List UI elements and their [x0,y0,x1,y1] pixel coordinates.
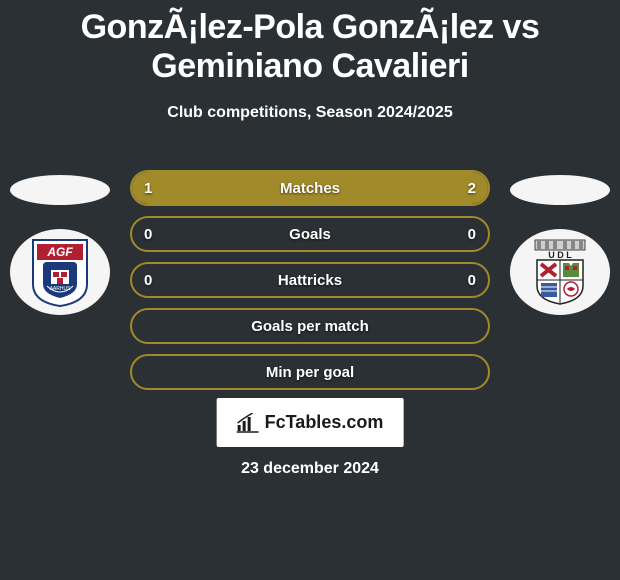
stat-row: 0 0 Hattricks [130,262,490,298]
stat-value-right: 2 [468,180,476,197]
stat-label: Hattricks [278,272,342,289]
stat-label: Goals [289,226,331,243]
svg-text:U D L: U D L [548,250,572,260]
stat-value-right: 0 [468,226,476,243]
date-text: 23 december 2024 [0,460,620,478]
stat-value-right: 0 [468,272,476,289]
stat-row: 0 0 Goals [130,216,490,252]
stat-label: Goals per match [251,318,369,335]
svg-text:AARHUS: AARHUS [50,286,72,292]
stat-row: Goals per match [130,308,490,344]
stat-value-left: 1 [144,180,152,197]
stat-label: Min per goal [266,364,354,381]
player-photo-left [10,175,110,205]
svg-text:AGF: AGF [46,245,73,259]
club-crest-udl-icon: U D L [529,236,591,308]
stat-label: Matches [280,180,340,197]
club-badge-left: AGF AARHUS [10,229,110,315]
club-badge-right: U D L [510,229,610,315]
watermark-text: FcTables.com [265,412,384,433]
stat-value-left: 0 [144,272,152,289]
watermark: FcTables.com [217,398,404,447]
player-photo-right [510,175,610,205]
stat-row: 1 2 Matches [130,170,490,206]
bar-chart-icon [237,413,259,433]
stat-value-left: 0 [144,226,152,243]
stats-container: 1 2 Matches 0 0 Goals 0 0 Hattricks Goals per mat… [130,170,490,400]
page-title: GonzÃ¡lez-Pola GonzÃ¡lez vs Geminiano Ca… [0,0,620,90]
club-crest-agf-icon: AGF AARHUS [29,236,91,308]
subtitle: Club competitions, Season 2024/2025 [0,104,620,122]
stat-row: Min per goal [130,354,490,390]
